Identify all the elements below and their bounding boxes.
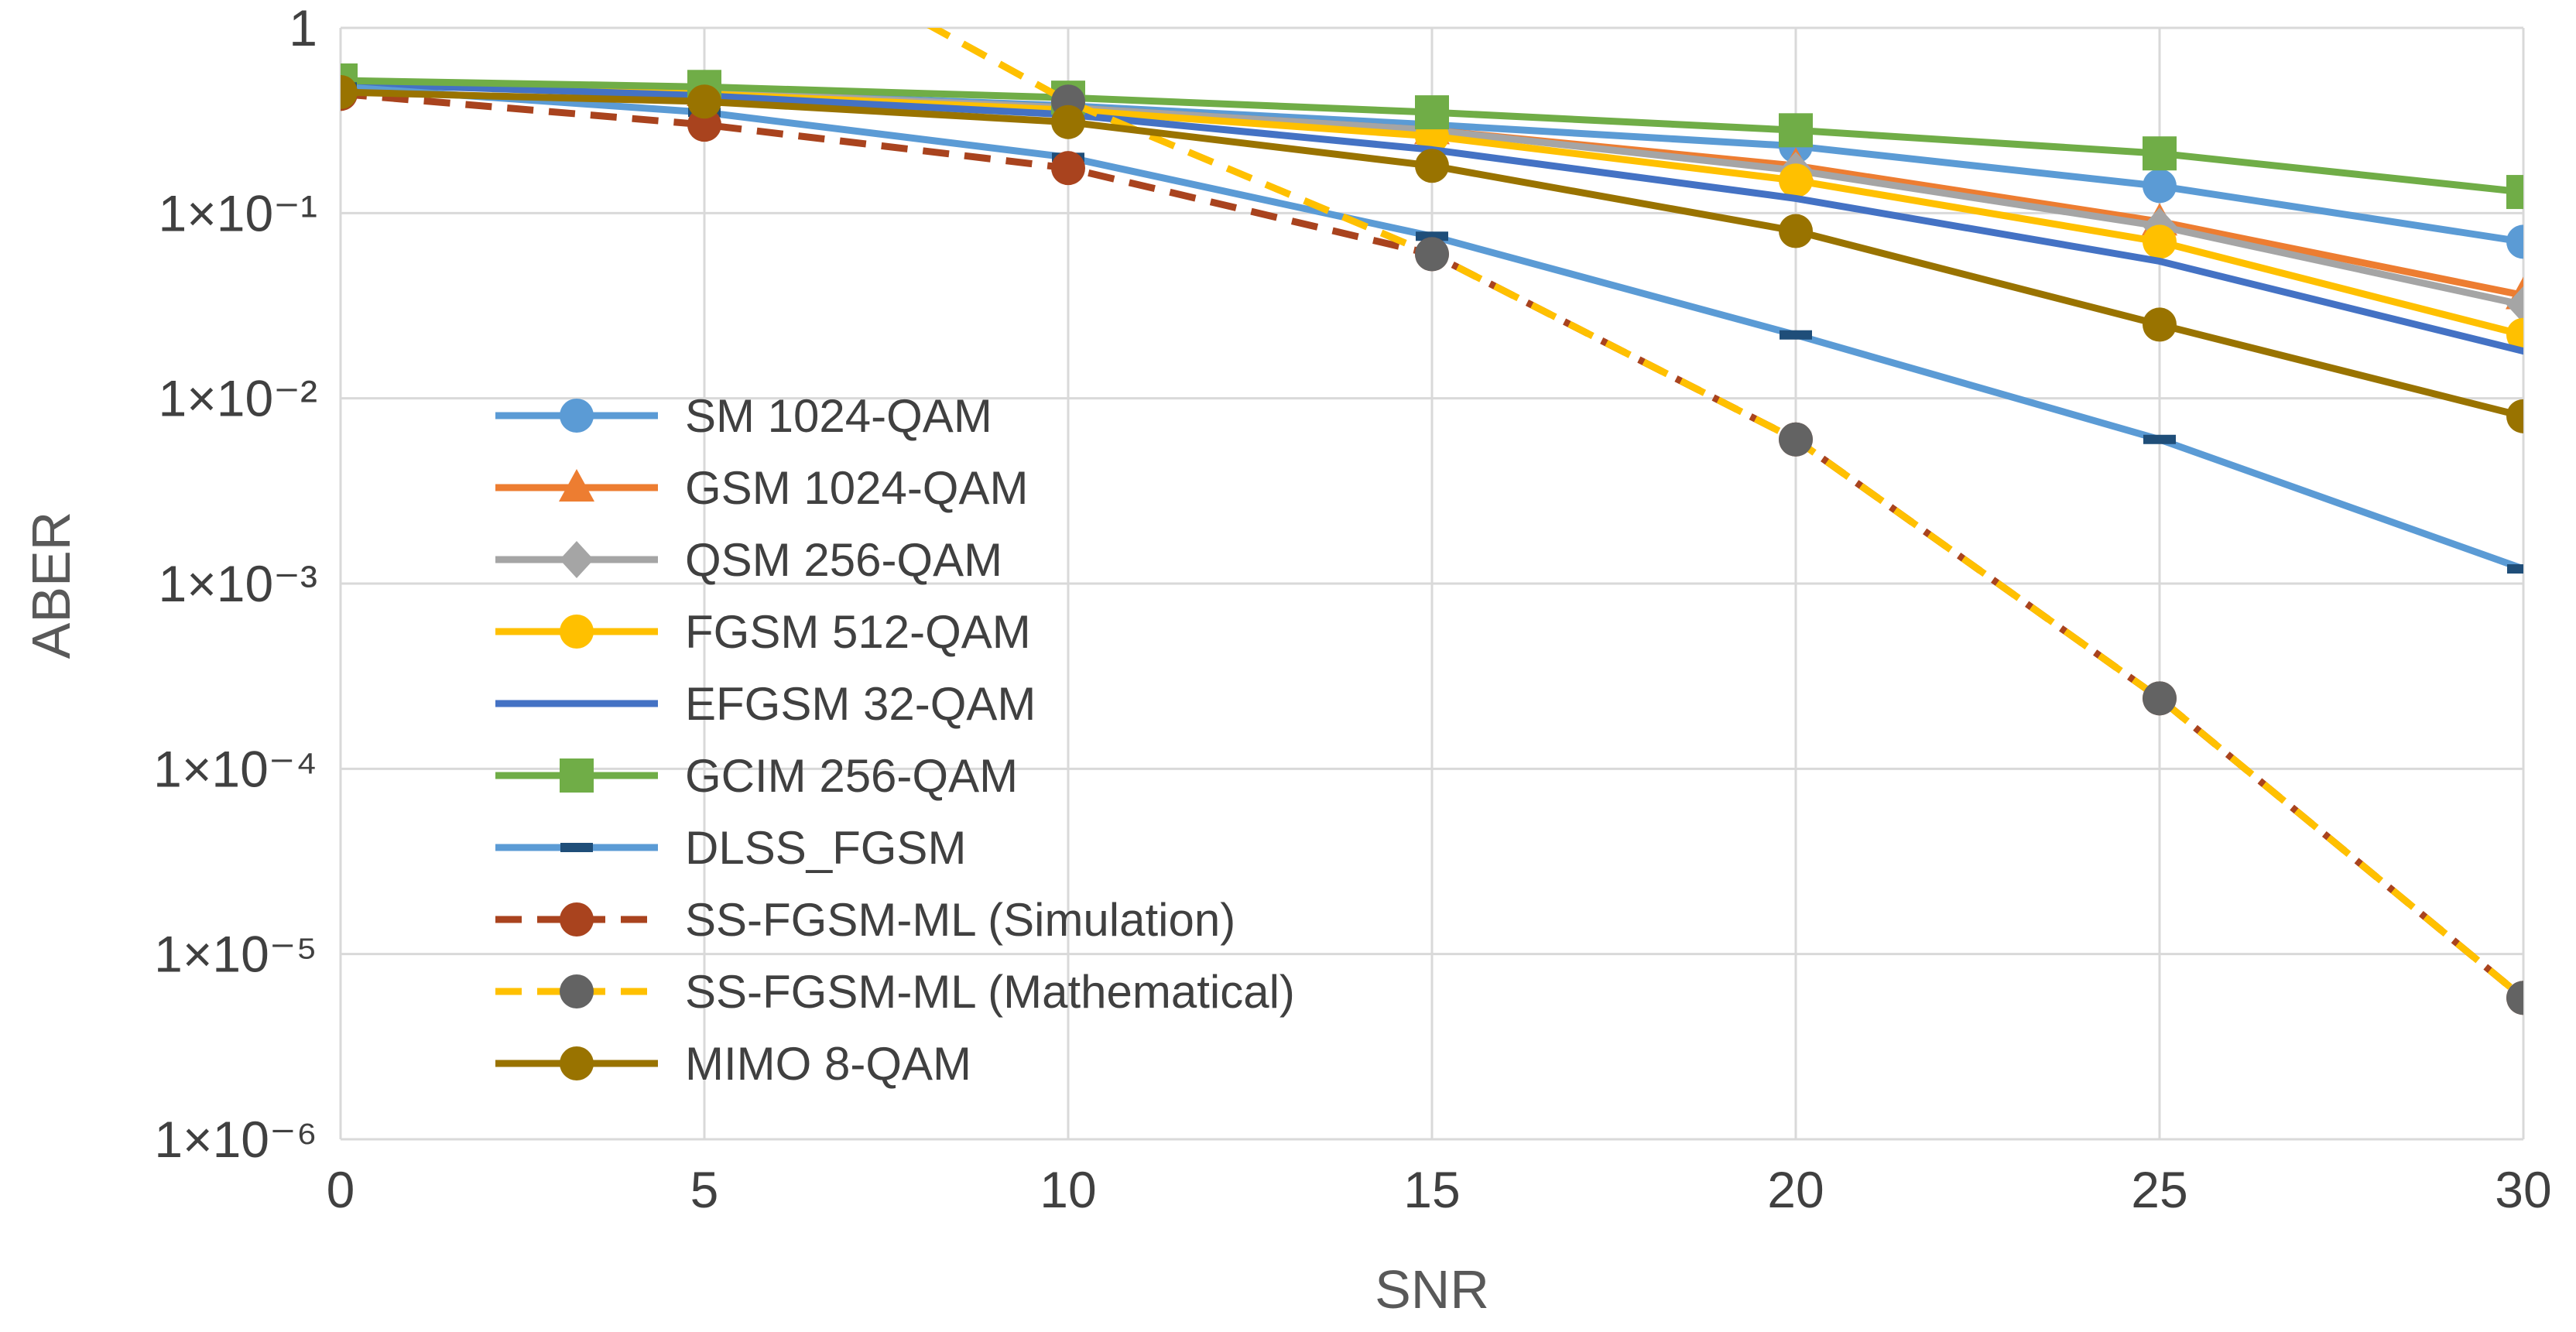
legend-marker: [559, 469, 594, 502]
x-tick-label: 15: [1403, 1161, 1460, 1218]
data-point-fgsm-512-qam: [1779, 163, 1813, 198]
data-point-gcim-256-qam: [1779, 113, 1813, 148]
data-point-ss-fgsm-ml-mathematical: [1779, 422, 1813, 457]
legend-marker: [560, 843, 593, 852]
x-tick-label: 5: [690, 1161, 719, 1218]
legend-marker: [560, 399, 594, 433]
legend-item-efgsm-32-qam: EFGSM 32-QAM: [495, 678, 1036, 730]
data-point-gcim-256-qam: [2143, 136, 2177, 171]
legend-marker: [560, 974, 594, 1008]
data-point-dlss-fgsm: [2507, 564, 2523, 574]
legend-marker: [560, 615, 594, 649]
legend-item-ss-fgsm-ml-simulation: SS-FGSM-ML (Simulation): [495, 894, 1235, 946]
data-point-fgsm-512-qam: [2506, 317, 2523, 352]
legend-marker: [560, 902, 594, 937]
legend-label: GSM 1024-QAM: [685, 462, 1028, 514]
data-point-dlss-fgsm: [2143, 434, 2176, 444]
y-tick-label: 1×10⁻³: [159, 555, 317, 612]
series-layer: [341, 28, 2523, 1015]
x-tick-label: 30: [2495, 1161, 2551, 1218]
data-point-sm-1024-qam: [2506, 224, 2523, 259]
legend-marker: [560, 541, 594, 578]
data-point-gcim-256-qam: [2506, 175, 2523, 210]
x-tick-label: 0: [327, 1161, 355, 1218]
y-tick-label: 1: [289, 0, 317, 56]
data-point-mimo-8-qam: [2143, 307, 2177, 342]
legend-label: FGSM 512-QAM: [685, 606, 1031, 658]
legend-item-gcim-256-qam: GCIM 256-QAM: [495, 750, 1018, 802]
data-point-mimo-8-qam: [341, 75, 358, 109]
legend-label: QSM 256-QAM: [685, 534, 1002, 586]
legend-item-ss-fgsm-ml-mathematical: SS-FGSM-ML (Mathematical): [495, 966, 1295, 1018]
series-mimo-8-qam: [341, 75, 2523, 433]
legend: SM 1024-QAM GSM 1024-QAM QSM 256-QAM FGSM 5…: [495, 390, 1295, 1090]
data-point-ss-fgsm-ml-mathematical: [2143, 681, 2177, 716]
legend-label: DLSS_FGSM: [685, 822, 966, 874]
legend-label: SS-FGSM-ML (Simulation): [685, 894, 1235, 946]
data-point-ss-fgsm-ml-mathematical: [1415, 237, 1449, 272]
legend-item-sm-1024-qam: SM 1024-QAM: [495, 390, 992, 442]
x-tick-label: 10: [1040, 1161, 1096, 1218]
legend-item-qsm-256-qam: QSM 256-QAM: [495, 534, 1002, 586]
data-point-dlss-fgsm: [1416, 231, 1448, 241]
y-tick-label: 1×10⁻⁵: [154, 926, 317, 983]
x-tick-label: 20: [1767, 1161, 1824, 1218]
legend-item-mimo-8-qam: MIMO 8-QAM: [495, 1038, 971, 1090]
legend-label: MIMO 8-QAM: [685, 1038, 971, 1090]
data-point-mimo-8-qam: [1051, 104, 1085, 139]
data-point-mimo-8-qam: [1415, 149, 1449, 183]
y-tick-label: 1×10⁻⁶: [154, 1111, 317, 1168]
x-axis-title: SNR: [1375, 1259, 1489, 1320]
y-tick-label: 1×10⁻²: [159, 370, 317, 427]
y-tick-label: 1×10⁻⁴: [153, 740, 317, 797]
data-point-qsm-256-qam: [2506, 286, 2523, 324]
legend-marker: [560, 1046, 594, 1080]
data-point-mimo-8-qam: [1779, 214, 1813, 248]
legend-item-gsm-1024-qam: GSM 1024-QAM: [495, 462, 1028, 514]
tick-labels: 0 5 10 15 20 25 30 1 1×10⁻¹ 1×10⁻² 1×10⁻³ 1×10⁻⁴ 1×1…: [153, 0, 2552, 1218]
legend-item-dlss-fgsm: DLSS_FGSM: [495, 822, 966, 874]
legend-label: GCIM 256-QAM: [685, 750, 1018, 802]
data-point-ss-fgsm-ml-mathematical: [2506, 981, 2523, 1015]
data-point-ss-fgsm-ml-simulation: [1051, 151, 1085, 186]
legend-label: EFGSM 32-QAM: [685, 678, 1036, 730]
data-point-mimo-8-qam: [687, 84, 721, 119]
data-point-mimo-8-qam: [2506, 399, 2523, 433]
y-axis-title: ABER: [21, 512, 81, 659]
legend-marker: [560, 758, 594, 793]
legend-label: SM 1024-QAM: [685, 390, 992, 442]
x-tick-label: 25: [2131, 1161, 2187, 1218]
data-point-gcim-256-qam: [1415, 95, 1449, 130]
data-point-fgsm-512-qam: [2143, 224, 2177, 259]
legend-item-fgsm-512-qam: FGSM 512-QAM: [495, 606, 1031, 658]
y-tick-label: 1×10⁻¹: [159, 184, 317, 241]
legend-label: SS-FGSM-ML (Mathematical): [685, 966, 1295, 1018]
data-point-dlss-fgsm: [1780, 330, 1812, 340]
data-point-sm-1024-qam: [2143, 169, 2177, 204]
